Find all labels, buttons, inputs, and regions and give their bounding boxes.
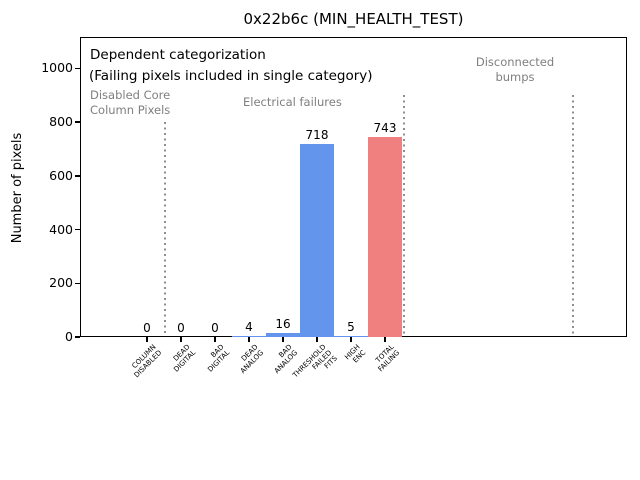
section-separator-1	[164, 122, 166, 336]
x-tick-mark	[384, 337, 386, 342]
bar-value-label: 743	[373, 121, 397, 136]
y-axis-label: Number of pixels	[10, 132, 25, 244]
chart-title: 0x22b6c (MIN_HEALTH_TEST)	[243, 10, 464, 28]
section-separator-3	[572, 95, 574, 336]
bar-4	[232, 335, 266, 337]
annotation-failing-pixels-note: (Failing pixels included in single categ…	[89, 68, 373, 84]
x-tick-mark	[350, 337, 352, 342]
y-tick-label: 1000	[41, 60, 73, 76]
bar-value-label: 5	[347, 319, 355, 334]
section-separator-2	[403, 95, 405, 336]
bar-6	[300, 144, 334, 337]
section-label-disabled-core-column-pixels: Disabled Core Column Pixels	[90, 88, 171, 117]
section-label-disconnected-bumps: Disconnected bumps	[475, 55, 555, 84]
y-tick-label: 200	[49, 275, 73, 291]
x-tick-mark	[248, 337, 250, 342]
bar-value-label: 4	[245, 319, 253, 334]
bar-value-label: 718	[305, 128, 329, 143]
y-tick-label: 600	[49, 167, 73, 183]
bar-value-label: 0	[143, 321, 151, 335]
bar-value-label: 16	[275, 316, 291, 331]
y-tick-label: 800	[49, 114, 73, 130]
y-tick-mark	[75, 336, 80, 338]
section-label-electrical-failures: Electrical failures	[243, 95, 342, 109]
bar-5	[266, 332, 300, 337]
y-tick-label: 400	[49, 221, 73, 237]
x-tick-mark	[146, 337, 148, 342]
y-tick-mark	[75, 228, 80, 231]
bar-value-label: 0	[177, 321, 185, 335]
bar-7	[334, 335, 368, 337]
annotation-dependent-categorization: Dependent categorization	[90, 47, 266, 63]
y-tick-mark	[75, 67, 80, 70]
x-tick-mark	[180, 337, 182, 342]
y-tick-label: 0	[65, 329, 73, 344]
x-tick-mark	[316, 337, 318, 342]
bar-8	[368, 137, 402, 337]
y-tick-mark	[75, 121, 80, 123]
bar-value-label: 0	[211, 321, 219, 335]
x-tick-mark	[282, 337, 284, 342]
y-tick-mark	[75, 282, 80, 284]
x-tick-mark	[214, 337, 216, 342]
y-tick-mark	[75, 175, 80, 177]
